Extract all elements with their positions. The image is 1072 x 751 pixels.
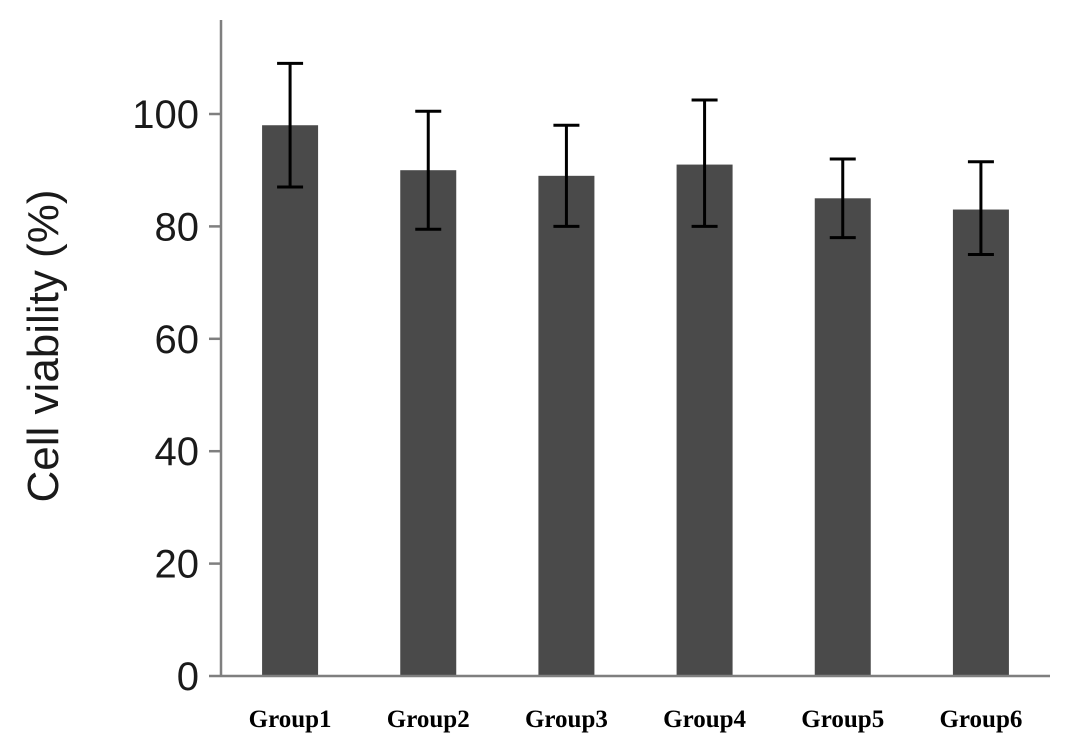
- bar-group6: [952, 209, 1009, 677]
- x-tick-label-group2: Group2: [387, 706, 470, 733]
- x-tick-label-group4: Group4: [663, 706, 746, 733]
- error-bar-group4: [691, 98, 718, 228]
- y-ticks: 0 20 40 60 80 100: [132, 93, 221, 699]
- y-axis-label: Cell viability (%): [19, 190, 68, 503]
- bar-group1: [262, 125, 319, 677]
- bar-group5: [814, 198, 871, 677]
- y-tick-label: 80: [155, 205, 200, 249]
- x-tick-label-group6: Group6: [939, 706, 1022, 733]
- error-bar-group5: [829, 157, 856, 240]
- y-tick-label: 100: [132, 93, 199, 137]
- error-bar-group3: [553, 123, 580, 228]
- error-bar-group1: [277, 61, 304, 189]
- bars-layer: [262, 125, 1009, 677]
- y-tick-label: 20: [155, 543, 200, 587]
- error-bar-group6: [967, 160, 994, 256]
- x-tick-label-group1: Group1: [249, 706, 332, 733]
- error-bars-layer: [277, 61, 994, 256]
- bar-group2: [400, 170, 457, 676]
- y-tick-label: 0: [177, 655, 199, 699]
- x-tick-label-group5: Group5: [801, 706, 884, 733]
- y-tick-label: 60: [155, 318, 200, 362]
- bar-group4: [676, 164, 733, 676]
- x-tick-label-group3: Group3: [525, 706, 608, 733]
- y-tick-label: 40: [155, 430, 200, 474]
- x-tick-labels: Group1 Group2 Group3 Group4 Group5 Group6: [249, 706, 1023, 733]
- bar-group3: [538, 175, 595, 676]
- error-bar-group2: [415, 109, 442, 231]
